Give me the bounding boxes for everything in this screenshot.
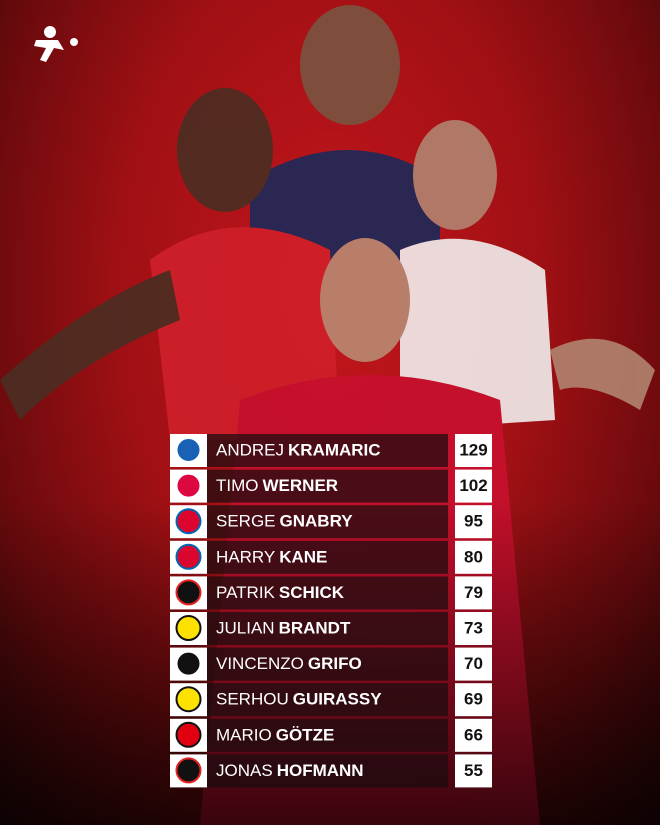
table-row: VINCENZO GRIFO 70 bbox=[170, 647, 492, 681]
value: 69 bbox=[464, 690, 483, 709]
player-name: HARRY KANE bbox=[216, 547, 327, 566]
table-row: JULIAN BRANDT 73 bbox=[170, 612, 492, 645]
name-band bbox=[207, 647, 448, 681]
club-badge bbox=[175, 757, 202, 784]
last-name: HOFMANN bbox=[277, 761, 364, 780]
last-name: KRAMARIC bbox=[288, 440, 381, 459]
club-badge bbox=[175, 437, 202, 463]
first-name: TIMO bbox=[216, 476, 259, 495]
value-box bbox=[455, 434, 492, 467]
value-box bbox=[455, 505, 492, 539]
last-name: BRANDT bbox=[279, 618, 351, 637]
club-badge bbox=[175, 615, 202, 641]
player-name: SERHOU GUIRASSY bbox=[216, 690, 382, 709]
table-row: JONAS HOFMANN 55 bbox=[170, 754, 492, 788]
player-name: MARIO GÖTZE bbox=[216, 725, 334, 744]
name-band bbox=[207, 505, 448, 539]
value-box bbox=[455, 576, 492, 610]
player-name: JULIAN BRANDT bbox=[216, 618, 351, 637]
name-band bbox=[207, 754, 448, 788]
value-box bbox=[455, 469, 492, 503]
table-row: MARIO GÖTZE 66 bbox=[170, 718, 492, 752]
name-band bbox=[207, 576, 448, 610]
name-band bbox=[207, 612, 448, 645]
last-name: GÖTZE bbox=[276, 725, 335, 744]
table-row: SERGE GNABRY 95 bbox=[170, 505, 492, 539]
value-box bbox=[455, 718, 492, 752]
name-band bbox=[207, 718, 448, 752]
name-band bbox=[207, 469, 448, 503]
last-name: GRIFO bbox=[308, 654, 362, 673]
value: 102 bbox=[459, 476, 487, 495]
club-badge bbox=[175, 508, 202, 535]
player-name: PATRIK SCHICK bbox=[216, 583, 345, 602]
value-box bbox=[455, 612, 492, 645]
first-name: MARIO bbox=[216, 725, 272, 744]
last-name: WERNER bbox=[263, 476, 339, 495]
value: 80 bbox=[464, 547, 483, 566]
first-name: HARRY bbox=[216, 547, 275, 566]
club-badge bbox=[175, 472, 202, 499]
table-row: PATRIK SCHICK 79 bbox=[170, 576, 492, 610]
last-name: KANE bbox=[279, 547, 327, 566]
value-box bbox=[455, 754, 492, 788]
player-name: TIMO WERNER bbox=[216, 476, 338, 495]
value: 70 bbox=[464, 654, 483, 673]
first-name: PATRIK bbox=[216, 583, 276, 602]
last-name: GNABRY bbox=[280, 512, 354, 531]
club-badge bbox=[175, 721, 202, 748]
value-box bbox=[455, 647, 492, 681]
first-name: SERHOU bbox=[216, 690, 289, 709]
value: 73 bbox=[464, 618, 483, 637]
last-name: GUIRASSY bbox=[293, 690, 382, 709]
club-badge bbox=[175, 543, 202, 570]
first-name: JULIAN bbox=[216, 618, 275, 637]
player-name: SERGE GNABRY bbox=[216, 512, 353, 531]
value: 55 bbox=[464, 761, 483, 780]
club-badge bbox=[175, 686, 202, 713]
value-box bbox=[455, 683, 492, 717]
table-row: HARRY KANE 80 bbox=[170, 540, 492, 574]
first-name: SERGE bbox=[216, 512, 276, 531]
name-band bbox=[207, 540, 448, 574]
player-name: ANDREJ KRAMARIC bbox=[216, 440, 381, 459]
last-name: SCHICK bbox=[279, 583, 345, 602]
name-band bbox=[207, 683, 448, 717]
league-logo bbox=[34, 26, 78, 62]
club-badge bbox=[175, 579, 202, 606]
player-name: VINCENZO GRIFO bbox=[216, 654, 362, 673]
first-name: VINCENZO bbox=[216, 654, 304, 673]
club-badge bbox=[175, 650, 202, 677]
value: 79 bbox=[464, 583, 483, 602]
name-band bbox=[207, 434, 448, 467]
value-box bbox=[455, 540, 492, 574]
player-name: JONAS HOFMANN bbox=[216, 761, 364, 780]
first-name: ANDREJ bbox=[216, 440, 284, 459]
table-row: TIMO WERNER 102 bbox=[170, 469, 492, 503]
value: 95 bbox=[464, 512, 483, 531]
value: 129 bbox=[459, 440, 487, 459]
first-name: JONAS bbox=[216, 761, 273, 780]
table-row: SERHOU GUIRASSY 69 bbox=[170, 683, 492, 717]
table-row: ANDREJ KRAMARIC 129 bbox=[170, 434, 492, 467]
value: 66 bbox=[464, 725, 483, 744]
